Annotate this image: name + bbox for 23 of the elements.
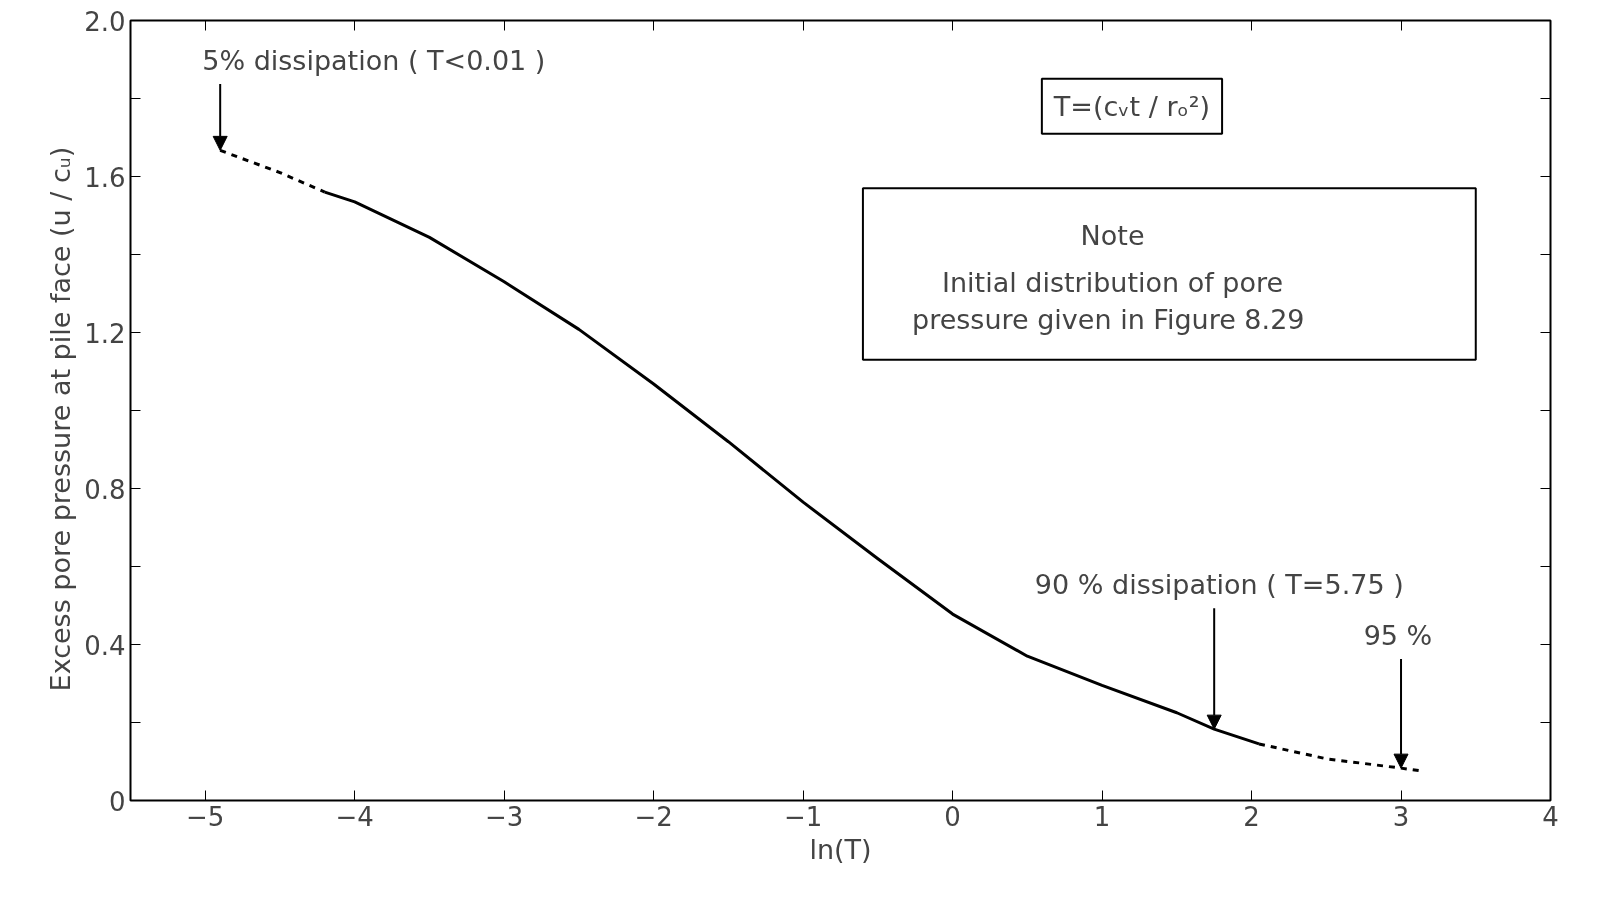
- annotation: Note: [1080, 219, 1145, 251]
- y-tick-label: 1.6: [84, 162, 126, 193]
- x-axis-title: ln(T): [809, 833, 872, 865]
- x-tick-label: 3: [1392, 801, 1410, 832]
- x-tick-label: 2: [1243, 801, 1260, 832]
- x-tick-label: 0: [944, 801, 961, 832]
- annotation: T=(cᵥt / rₒ²): [1052, 90, 1211, 122]
- y-axis-title: Excess pore pressure at pile face (u / cᵤ): [45, 146, 77, 692]
- y-tick-label: 0.8: [84, 474, 126, 505]
- y-tick-label: 0.4: [84, 630, 126, 661]
- y-tick-label: 1.2: [84, 318, 126, 349]
- x-tick-label: −4: [335, 801, 374, 832]
- x-tick-label: −5: [186, 801, 225, 832]
- x-tick-label: −3: [485, 801, 524, 832]
- annotation: 90 % dissipation ( T=5.75 ): [1034, 569, 1404, 601]
- x-tick-label: 1: [1093, 801, 1111, 832]
- x-tick-label: 4: [1542, 801, 1559, 832]
- x-tick-label: −2: [634, 801, 673, 832]
- annotation: Initial distribution of pore pressure given in Figure 8.29: [912, 267, 1305, 336]
- y-tick-label: 2.0: [84, 6, 126, 37]
- annotation: 5% dissipation ( T<0.01 ): [202, 45, 546, 77]
- annotation: 95 %: [1363, 620, 1433, 652]
- x-tick-label: −1: [783, 801, 823, 832]
